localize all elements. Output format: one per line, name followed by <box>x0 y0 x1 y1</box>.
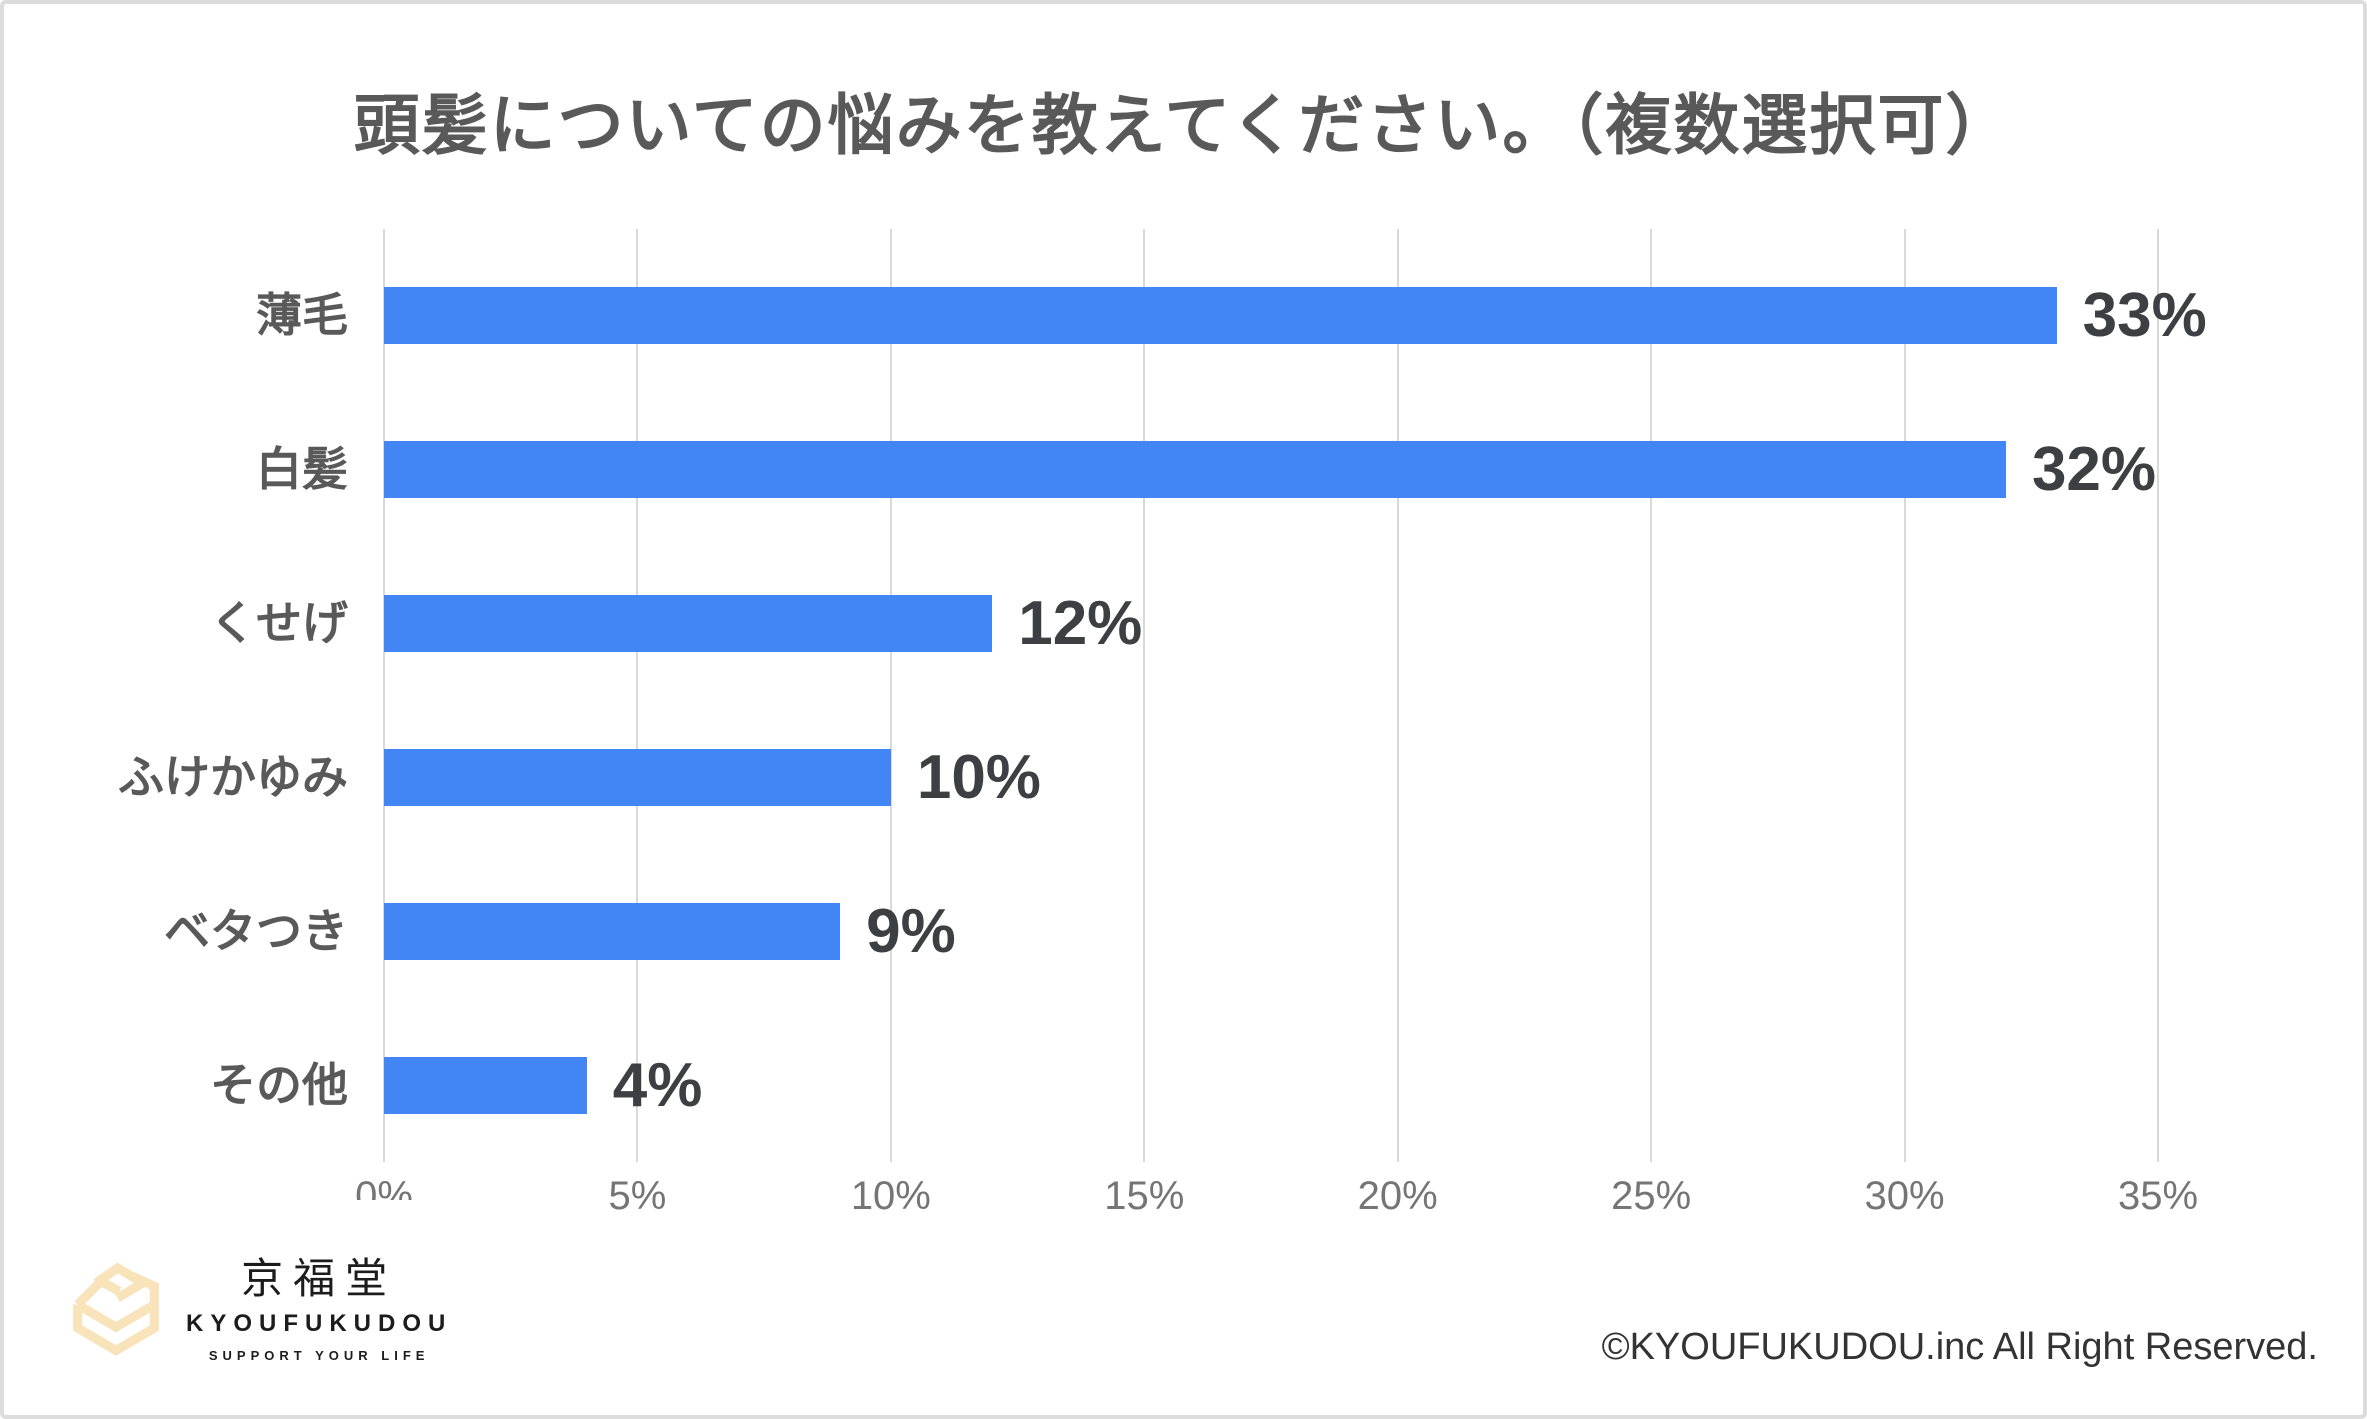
x-tick-label-35%: 35% <box>2117 1174 2199 1218</box>
gridline-5% <box>636 229 639 1162</box>
gridline-10% <box>889 229 892 1162</box>
category-label-4: ふけかゆみ <box>118 751 348 803</box>
chart-title: 頭髪についての悩みを教えてください。（複数選択可） <box>353 88 2014 162</box>
category-label-6: その他 <box>210 1059 348 1111</box>
bar-2 <box>384 441 2006 498</box>
value-label-1: 33% <box>2082 281 2207 350</box>
x-tick-label-30%: 30% <box>1864 1174 1945 1218</box>
logo-tagline: SUPPORT YOUR LIFE <box>208 1348 430 1364</box>
logo: 京福堂 KYOUFUKUDOU SUPPORT YOUR LIFE <box>56 1200 476 1395</box>
gridline-30% <box>1903 229 1906 1162</box>
x-tick-label-15%: 15% <box>1104 1174 1185 1218</box>
value-label-6: 4% <box>612 1051 703 1120</box>
x-tick-label-20%: 20% <box>1357 1174 1438 1218</box>
gridline-15% <box>1143 229 1146 1162</box>
bar-3 <box>384 595 993 652</box>
bar-6 <box>384 1057 587 1114</box>
bar-4 <box>384 749 891 806</box>
bar-5 <box>384 903 841 960</box>
x-tick-label-10%: 10% <box>850 1174 931 1218</box>
x-tick-label-25%: 25% <box>1611 1174 1692 1218</box>
category-label-5: ベタつき <box>164 905 348 957</box>
logo-name-english: KYOUFUKUDOU <box>186 1310 453 1338</box>
value-label-4: 10% <box>916 743 1041 812</box>
value-label-3: 12% <box>1018 589 1143 658</box>
gridline-0% <box>383 229 385 1162</box>
kyoufukudou-cube-icon <box>73 1262 159 1356</box>
plot-area: 薄毛 33% 白髪 32% くせげ 12% ふけかゆみ 10% ベタつき 9% その他 4% 0% 5%… <box>118 229 2207 1218</box>
x-tick-label-5%: 5% <box>608 1174 667 1218</box>
gridline-20% <box>1396 229 1399 1162</box>
category-label-2: 白髪 <box>256 443 348 495</box>
value-label-2: 32% <box>2031 435 2157 504</box>
gridline-25% <box>1650 229 1653 1162</box>
gridline-35% <box>2157 229 2159 1162</box>
category-label-1: 薄毛 <box>256 289 348 341</box>
copyright-text: ©KYOUFUKUDOU.inc All Right Reserved. <box>1601 1326 2318 1368</box>
bar-1 <box>384 287 2057 344</box>
logo-text: 京福堂 KYOUFUKUDOU SUPPORT YOUR LIFE <box>186 1258 452 1363</box>
value-label-5: 9% <box>866 897 956 966</box>
logo-name-japanese: 京福堂 <box>241 1257 398 1303</box>
category-label-3: くせげ <box>210 597 348 649</box>
